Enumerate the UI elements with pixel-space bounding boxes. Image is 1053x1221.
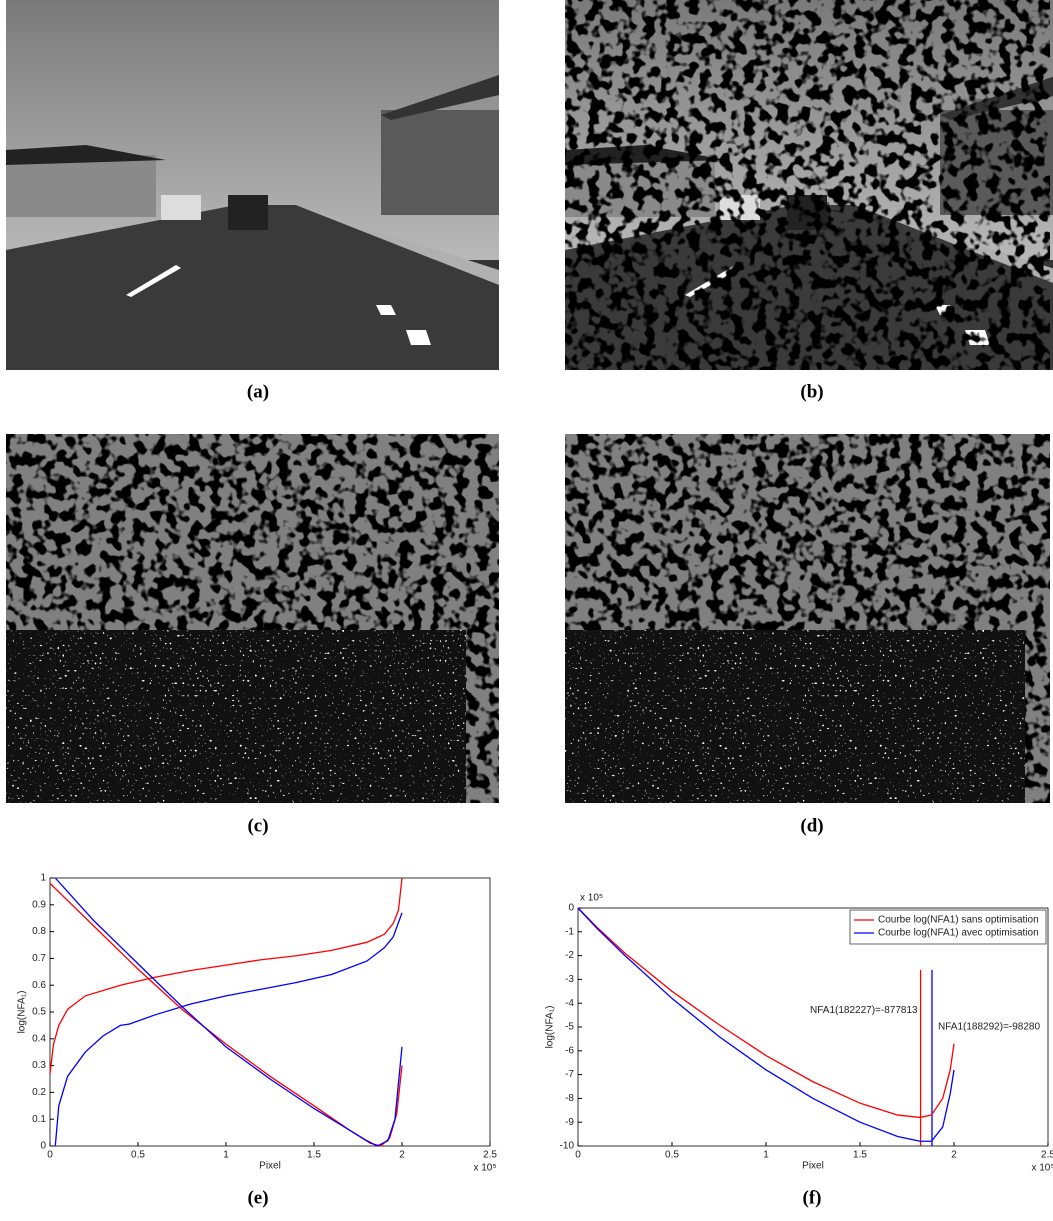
x-tick-label: 0.5 [131, 1150, 145, 1161]
caption: (c) [247, 815, 268, 836]
y-tick-label: 1 [40, 873, 46, 884]
image-panel [6, 434, 499, 803]
legend-label: Courbe log(NFA1) avec optimisation [878, 928, 1039, 939]
x-exponent: x 10⁵ [1031, 1163, 1053, 1174]
x-tick-label: 2.5 [1041, 1150, 1053, 1161]
image-panel [6, 0, 499, 370]
x-tick-label: 0.5 [665, 1150, 679, 1161]
y-axis-label: log(NFA₁) [545, 1006, 556, 1049]
annotation: NFA1(182227)=-877813 [810, 1005, 918, 1016]
y-tick-label: -1 [565, 926, 574, 937]
x-tick-label: 2.5 [483, 1150, 497, 1161]
x-axis-label: Pixel [259, 1161, 281, 1172]
y-tick-label: -8 [565, 1093, 574, 1104]
plot-area [50, 878, 490, 1146]
caption: (a) [247, 381, 269, 402]
y-tick-label: 0.4 [32, 1033, 46, 1044]
y-tick-label: -7 [565, 1069, 574, 1080]
y-axis-label: log(NFA₁) [17, 991, 28, 1034]
y-tick-label: 0.5 [32, 1007, 46, 1018]
x-axis-label: Pixel [802, 1161, 824, 1172]
x-tick-label: 2 [399, 1150, 405, 1161]
x-tick-label: 1 [223, 1150, 229, 1161]
x-tick-label: 0 [47, 1150, 53, 1161]
y-tick-label: -4 [565, 998, 574, 1009]
y-tick-label: -3 [565, 974, 574, 985]
y-tick-label: 0 [40, 1141, 46, 1152]
y-tick-label: 0.6 [32, 980, 46, 991]
annotation: NFA1(188292)=-98280 [938, 1022, 1040, 1033]
y-tick-label: -2 [565, 950, 574, 961]
legend-label: Courbe log(NFA1) sans optimisation [878, 915, 1039, 926]
caption: (f) [803, 1187, 822, 1208]
y-tick-label: -5 [565, 1022, 574, 1033]
image-panel [565, 434, 1050, 803]
x-tick-label: 2 [951, 1150, 957, 1161]
caption: (e) [247, 1187, 268, 1208]
y-tick-label: 0.3 [32, 1060, 46, 1071]
y-tick-label: 0 [568, 903, 574, 914]
y-tick-label: 0.2 [32, 1087, 46, 1098]
y-tick-label: -9 [565, 1117, 574, 1128]
x-tick-label: 1 [763, 1150, 769, 1161]
caption: (d) [800, 815, 823, 836]
image-panel [565, 0, 1053, 370]
y-tick-label: 0.1 [32, 1114, 46, 1125]
x-tick-label: 1.5 [307, 1150, 321, 1161]
x-tick-label: 1.5 [853, 1150, 867, 1161]
x-exponent: x 10⁵ [473, 1163, 496, 1174]
y-tick-label: -6 [565, 1045, 574, 1056]
y-tick-label: -10 [560, 1141, 575, 1152]
figure: (a) (b) (c) (d) (e) (f) 0 0.5 1 1.5 2 2.5 0 0.1… [0, 0, 1053, 1216]
y-tick-label: 0.9 [32, 899, 46, 910]
y-tick-label: 0.8 [32, 926, 46, 937]
x-tick-label: 0 [575, 1150, 581, 1161]
caption: (b) [800, 381, 823, 402]
y-exponent: x 10⁵ [580, 893, 603, 904]
y-tick-label: 0.7 [32, 953, 46, 964]
